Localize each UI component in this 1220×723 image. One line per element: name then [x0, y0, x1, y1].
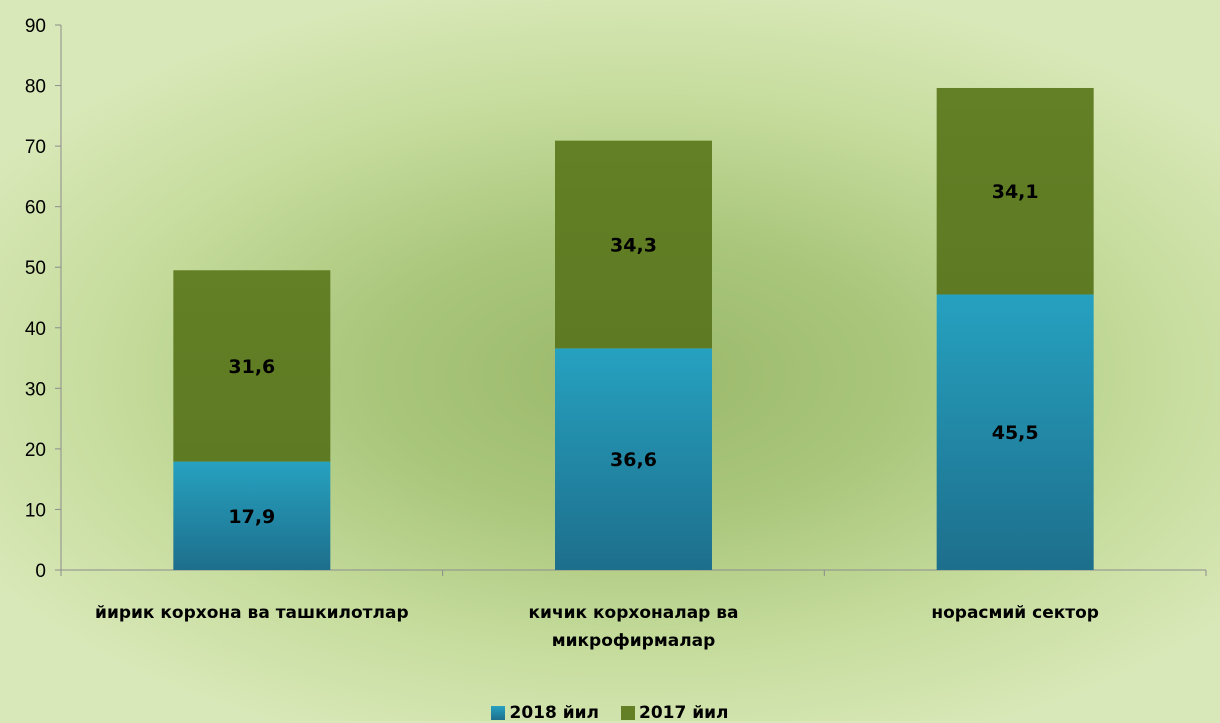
x-category-label: микрофирмалар: [552, 631, 716, 651]
data-label: 36,6: [610, 449, 657, 471]
legend-item: 2017 йил: [621, 703, 729, 723]
bar-2018: [936, 294, 1094, 570]
data-label: 34,1: [992, 181, 1039, 203]
x-category-label: кичик корхоналар ва: [529, 603, 739, 623]
legend-label: 2018 йил: [509, 703, 599, 723]
legend-item: 2018 йил: [491, 703, 599, 723]
y-tick-label: 50: [25, 258, 46, 279]
legend: 2018 йил 2017 йил: [0, 703, 1220, 723]
bar-2018: [173, 461, 331, 570]
bar-2018: [555, 348, 712, 570]
legend-label: 2017 йил: [639, 703, 729, 723]
data-label: 34,3: [610, 235, 657, 257]
y-tick-label: 80: [25, 77, 46, 98]
y-tick-label: 0: [35, 561, 46, 582]
data-label: 31,6: [228, 356, 275, 378]
x-category-label: йирик корхона ва ташкилотлар: [95, 603, 409, 623]
x-category-label: норасмий сектор: [931, 603, 1099, 623]
y-tick-label: 10: [25, 500, 46, 521]
legend-swatch: [491, 706, 506, 720]
y-tick-label: 60: [25, 198, 46, 219]
legend-swatch: [621, 706, 635, 720]
data-label: 17,9: [228, 506, 275, 528]
bar-2017: [936, 87, 1094, 295]
bar-2017: [555, 140, 712, 349]
y-tick-label: 70: [25, 137, 46, 158]
y-tick-label: 90: [25, 16, 46, 37]
y-tick-label: 30: [25, 379, 46, 400]
y-tick-label: 40: [25, 319, 46, 340]
data-label: 45,5: [992, 422, 1039, 444]
y-tick-label: 20: [25, 440, 46, 461]
bar-2017: [173, 270, 331, 462]
